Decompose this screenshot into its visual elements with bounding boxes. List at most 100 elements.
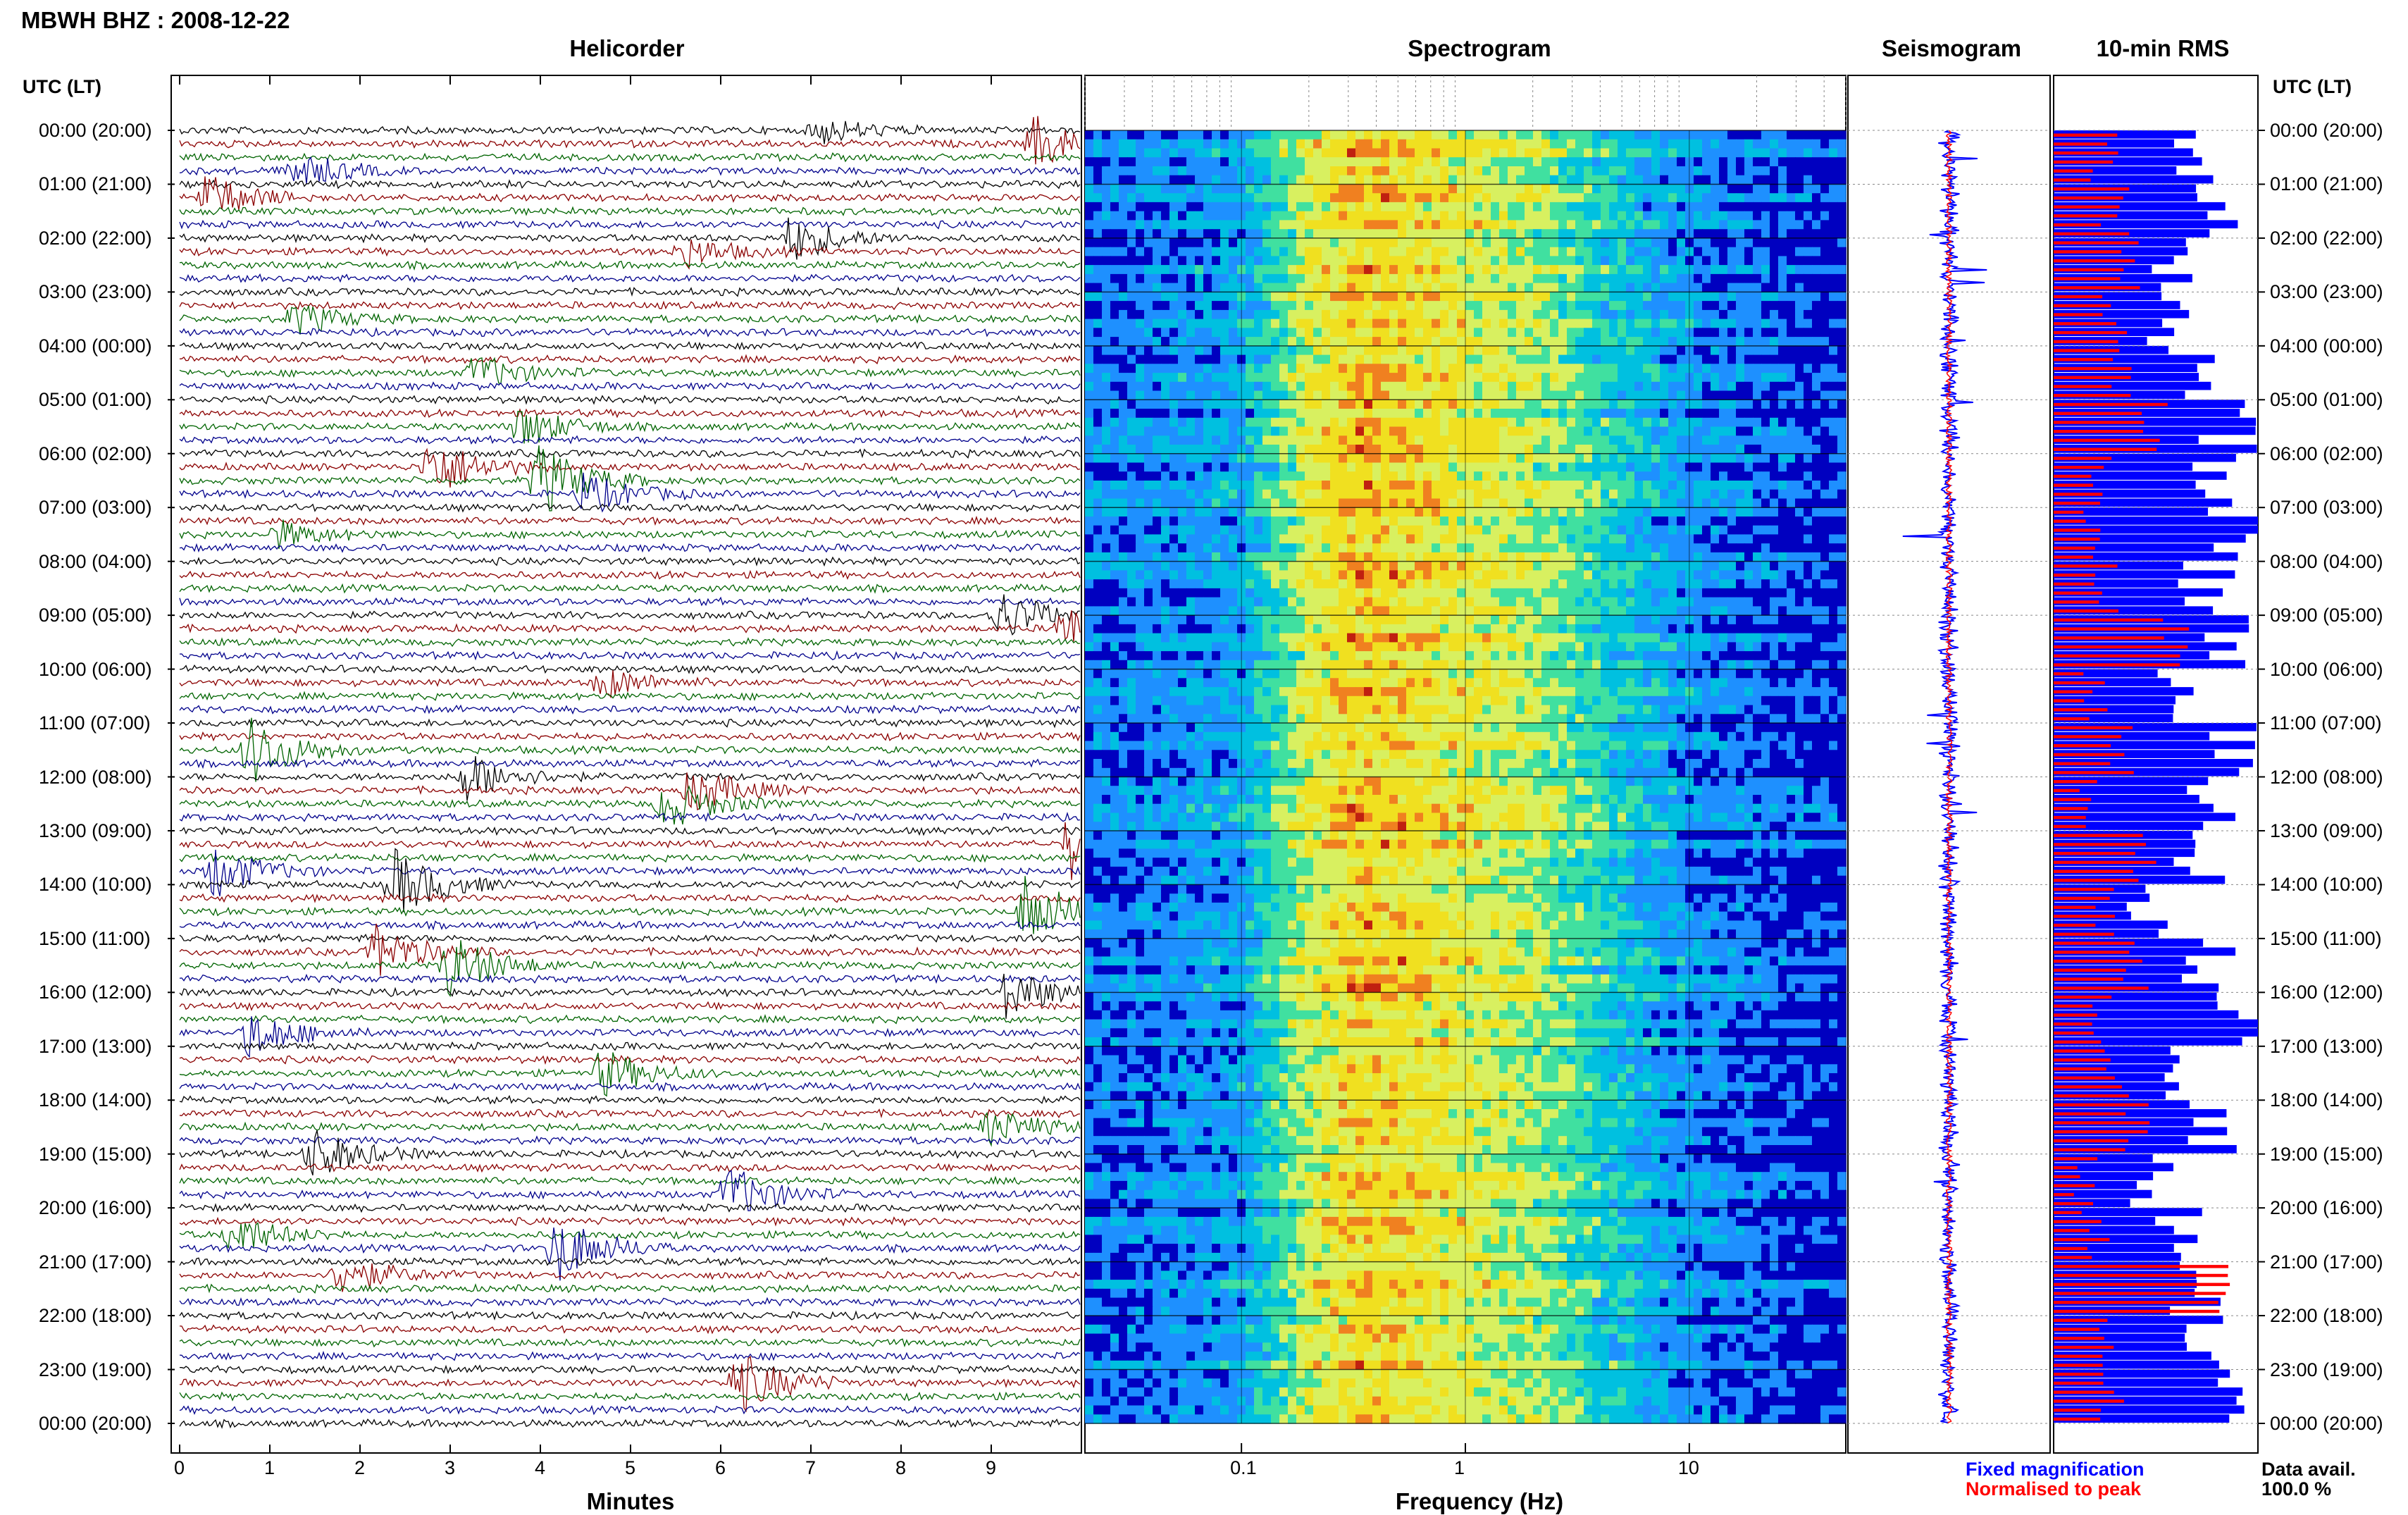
spectrogram-cell [1161,579,1170,588]
spectrogram-cell [1355,229,1365,238]
spectrogram-cell [1837,166,1847,175]
spectrogram-cell [1719,382,1728,391]
spectrogram-cell [1668,400,1677,409]
spectrogram-cell [1305,301,1314,310]
spectrogram-cell [1575,292,1584,301]
spectrogram-cell [1736,445,1745,454]
spectrogram-cell [1339,265,1348,274]
spectrogram-cell [1262,526,1272,535]
spectrogram-cell [1474,400,1483,409]
spectrogram-cell [1178,507,1187,517]
spectrogram-cell [1491,149,1500,158]
spectrogram-cell [1119,166,1128,175]
spectrogram-cell [1178,418,1187,427]
spectrogram-cell [1339,481,1348,490]
spectrogram-cell [1533,149,1542,158]
spectrogram-cell [1229,562,1238,571]
spectrogram-cell [1677,463,1686,472]
spectrogram-cell [1820,310,1830,319]
spectrogram-cell [1837,543,1847,552]
spectrogram-cell [1093,526,1103,535]
spectrogram-cell [1220,382,1229,391]
spectrogram-cell [1262,364,1272,373]
spectrogram-cell [1432,400,1441,409]
spectrogram-cell [1440,202,1449,211]
spectrogram-cell [1711,445,1720,454]
spectrogram-cell [1448,328,1458,337]
spectrogram-cell [1804,543,1813,552]
spectrogram-cell [1643,301,1652,310]
spectrogram-cell [1406,606,1415,615]
spectrogram-cell [1372,517,1382,526]
spectrogram-cell [1288,355,1297,364]
spectrogram-cell [1195,454,1204,463]
spectrogram-cell [1246,130,1255,140]
spectrogram-cell [1347,418,1356,427]
spectrogram-cell [1305,337,1314,346]
spectrogram-cell [1372,247,1382,256]
spectrogram-cell [1339,140,1348,149]
spectrogram-cell [1719,471,1728,481]
spectrogram-cell [1212,598,1221,607]
spectrogram-cell [1550,140,1559,149]
spectrogram-cell [1220,445,1229,454]
spectrogram-cell [1305,606,1314,615]
spectrogram-cell [1677,598,1686,607]
spectrogram-cell [1804,570,1813,579]
spectrogram-cell [1727,130,1737,140]
spectrogram-cell [1677,445,1686,454]
spectrogram-cell [1609,211,1618,221]
spectrogram-cell [1592,445,1601,454]
spectrogram-cell [1558,193,1568,202]
spectrogram-cell [1448,400,1458,409]
spectrogram-cell [1719,427,1728,436]
spectrogram-cell [1153,373,1162,382]
spectrogram-cell [1820,292,1830,301]
spectrogram-cell [1178,598,1187,607]
spectrogram-cell [1820,552,1830,562]
spectrogram-cell [1102,481,1111,490]
spectrogram-cell [1711,229,1720,238]
spectrogram-cell [1364,427,1373,436]
spectrogram-cell [1778,445,1787,454]
spectrogram-cell [1271,319,1280,328]
spectrogram-cell [1127,562,1136,571]
spectrogram-cell [1677,292,1686,301]
spectrogram-cell [1457,471,1466,481]
spectrogram-cell [1491,166,1500,175]
spectrogram-cell [1119,202,1128,211]
spectrogram-cell [1178,534,1187,543]
spectrogram-cell [1296,463,1305,472]
spectrogram-cell [1415,391,1424,400]
spectrogram-cell [1482,157,1491,166]
spectrogram-cell [1778,355,1787,364]
spectrogram-cell [1533,140,1542,149]
spectrogram-cell [1660,220,1669,229]
spectrogram-cell [1110,490,1119,499]
spectrogram-cell [1533,588,1542,598]
spectrogram-cell [1677,166,1686,175]
spectrogram-cell [1093,427,1103,436]
spectrogram-cell [1516,552,1525,562]
spectrogram-cell [1093,391,1103,400]
spectrogram-cell [1482,130,1491,140]
spectrogram-cell [1744,499,1754,508]
spectrogram-cell [1220,481,1229,490]
spectrogram-cell [1711,490,1720,499]
spectrogram-cell [1626,292,1635,301]
spectrogram-cell [1271,157,1280,166]
spectrogram-cell [1305,382,1314,391]
spectrogram-cell [1254,471,1263,481]
spectrogram-cell [1508,149,1517,158]
spectrogram-cell [1711,507,1720,517]
spectrogram-cell [1744,193,1754,202]
spectrogram-cell [1423,400,1432,409]
spectrogram-cell [1516,490,1525,499]
spectrogram-cell [1457,319,1466,328]
spectrogram-cell [1271,256,1280,265]
spectrogram-cell [1440,598,1449,607]
spectrogram-cell [1305,499,1314,508]
spectrogram-cell [1812,409,1821,418]
spectrogram-cell [1381,409,1390,418]
spectrogram-cell [1448,517,1458,526]
